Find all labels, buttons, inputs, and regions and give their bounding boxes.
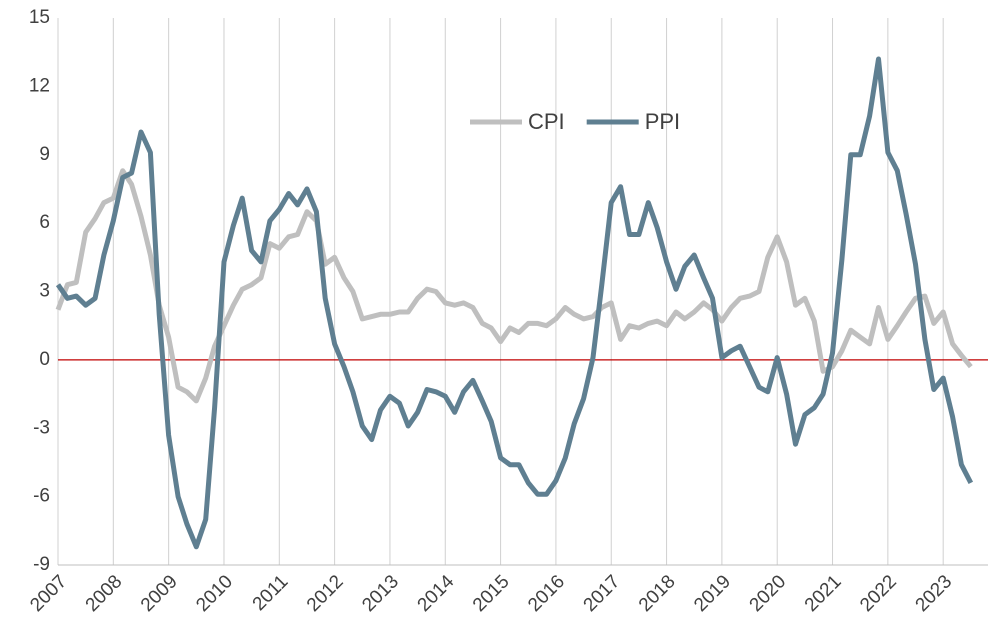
- x-tick-label: 2023: [912, 571, 957, 616]
- y-tick-label: -9: [33, 554, 50, 575]
- y-tick-label: 0: [39, 349, 50, 370]
- x-tick-label: 2021: [801, 571, 846, 616]
- legend-label: PPI: [645, 109, 680, 134]
- x-tick-label: 2012: [303, 571, 348, 616]
- x-tick-label: 2015: [469, 571, 514, 616]
- x-tick-label: 2009: [137, 571, 182, 616]
- x-tick-label: 2018: [635, 571, 680, 616]
- y-tick-label: 6: [39, 212, 50, 233]
- x-tick-label: 2019: [690, 571, 735, 616]
- y-tick-label: 15: [29, 7, 50, 28]
- x-tick-label: 2010: [192, 571, 237, 616]
- x-tick-label: 2017: [580, 571, 625, 616]
- line-series: [55, 56, 974, 550]
- x-tick-label: 2022: [856, 571, 901, 616]
- legend-label: CPI: [528, 109, 565, 134]
- x-tick-label: 2020: [746, 571, 791, 616]
- y-tick-label: 9: [39, 144, 50, 165]
- x-tick-label: 2016: [524, 571, 569, 616]
- y-tick-label: -6: [33, 486, 50, 507]
- y-tick-label: 3: [39, 281, 50, 302]
- x-tick-label: 2008: [82, 571, 127, 616]
- y-tick-label: -3: [33, 417, 50, 438]
- y-tick-label: 12: [29, 75, 50, 96]
- x-tick-label: 2013: [358, 571, 403, 616]
- line-series: [55, 168, 973, 404]
- x-tick-label: 2007: [26, 571, 71, 616]
- x-tick-label: 2011: [249, 571, 293, 615]
- x-tick-label: 2014: [414, 571, 459, 616]
